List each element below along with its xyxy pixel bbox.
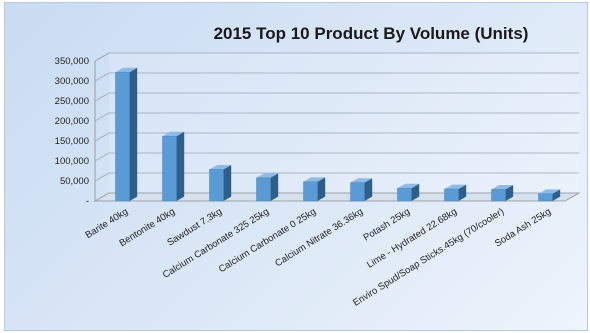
y-tick-label: 350,000 bbox=[55, 56, 89, 67]
x-category-label: Calcium Nitrate 36.36kg bbox=[273, 206, 365, 269]
bar-top bbox=[303, 177, 326, 182]
bar-front bbox=[256, 177, 271, 202]
bar bbox=[350, 178, 373, 202]
bar-top bbox=[162, 131, 185, 137]
bar bbox=[397, 183, 420, 202]
bar-top bbox=[256, 173, 279, 178]
bar bbox=[444, 184, 467, 202]
bar-front bbox=[162, 135, 177, 202]
bar-top bbox=[350, 178, 373, 183]
y-tick-label: 300,000 bbox=[55, 76, 89, 87]
chart-title: 2015 Top 10 Product By Volume (Units) bbox=[214, 24, 529, 43]
y-tick-label: 100,000 bbox=[55, 156, 89, 167]
bar-front bbox=[115, 71, 130, 202]
bar-front bbox=[303, 181, 318, 202]
bar-front bbox=[397, 187, 412, 202]
gridline bbox=[94, 92, 579, 102]
bar-top bbox=[209, 165, 232, 170]
back-wall bbox=[109, 53, 579, 193]
bar-side bbox=[552, 189, 561, 201]
gridline bbox=[94, 132, 579, 142]
gridline bbox=[94, 172, 579, 182]
bar-front bbox=[350, 182, 365, 202]
bar-side bbox=[411, 183, 420, 201]
bar-chart: 2015 Top 10 Product By Volume (Units) - 5… bbox=[55, 24, 581, 309]
y-tick-label: 200,000 bbox=[55, 116, 89, 127]
gridline bbox=[94, 52, 579, 62]
y-axis-ticks: - 50,000 100,000 150,000 200,000 250,000 300,0… bbox=[55, 56, 89, 207]
bar bbox=[256, 173, 279, 202]
bar-top bbox=[444, 184, 467, 189]
bar-side bbox=[270, 173, 279, 201]
bar-side bbox=[223, 165, 232, 201]
gridline bbox=[94, 192, 579, 202]
bar bbox=[303, 177, 326, 202]
bar-top bbox=[397, 183, 420, 189]
bar-front bbox=[209, 169, 224, 202]
gridline bbox=[94, 152, 579, 162]
bar bbox=[209, 165, 232, 202]
y-tick-label: 150,000 bbox=[55, 136, 89, 147]
bar bbox=[538, 189, 561, 202]
y-tick-label: 250,000 bbox=[55, 96, 89, 107]
bar-side bbox=[364, 178, 373, 201]
bar-top bbox=[491, 185, 514, 190]
bars bbox=[115, 67, 561, 202]
bar bbox=[115, 67, 138, 202]
y-tick-label: - bbox=[86, 196, 89, 207]
y-tick-label: 50,000 bbox=[60, 176, 89, 187]
bar-side bbox=[317, 177, 326, 201]
bar-top bbox=[115, 67, 138, 73]
bar-front bbox=[491, 189, 506, 202]
bar-top bbox=[538, 189, 561, 194]
bar-side bbox=[505, 185, 514, 201]
bar bbox=[162, 131, 185, 202]
chart-panel: 2015 Top 10 Product By Volume (Units) - 5… bbox=[4, 2, 588, 331]
gridline bbox=[94, 112, 579, 122]
bar-side bbox=[176, 131, 185, 201]
gridline bbox=[94, 72, 579, 82]
bar-side bbox=[129, 67, 138, 201]
bar-side bbox=[458, 184, 467, 201]
bar-front bbox=[538, 193, 553, 202]
gridlines bbox=[94, 52, 579, 202]
bar bbox=[491, 185, 514, 202]
bar-front bbox=[444, 188, 459, 202]
